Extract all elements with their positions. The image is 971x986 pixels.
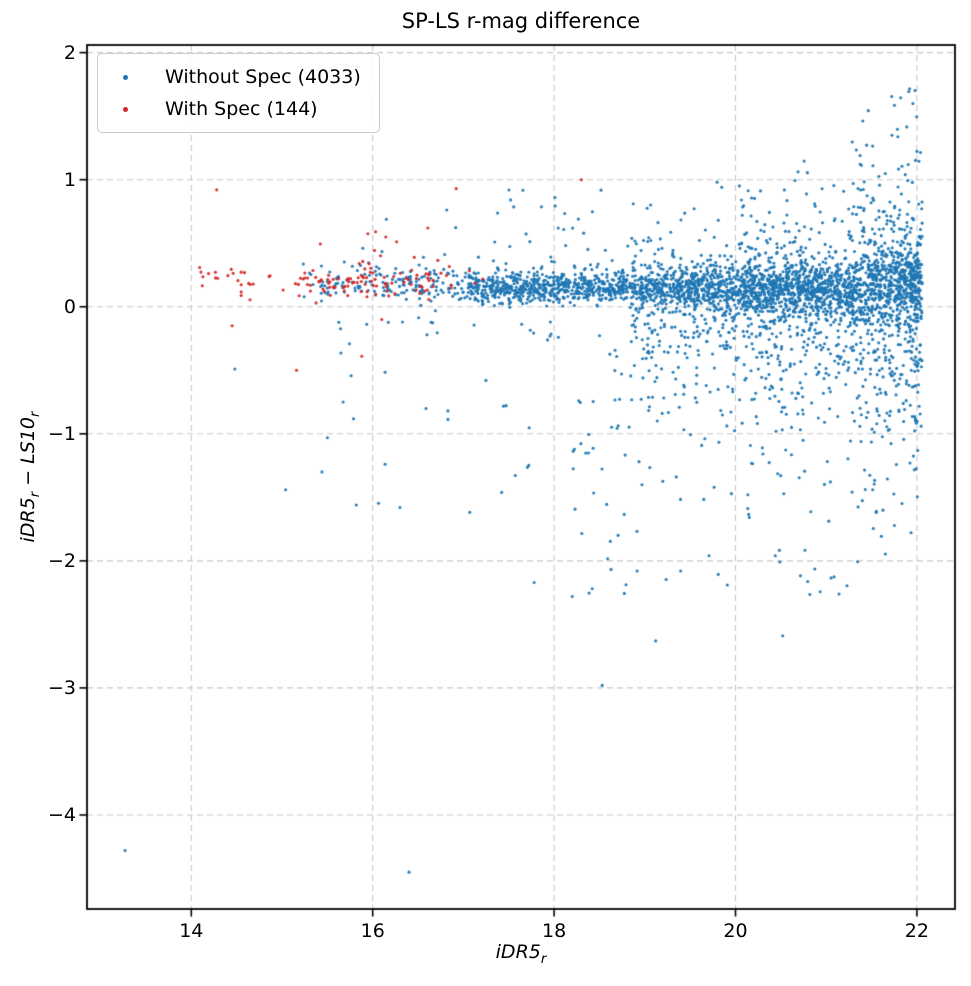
x-tick-label: 16 [360,920,385,942]
legend-item-with-spec: With Spec (144) [98,93,361,125]
y-axis-label-left: iDR5 [17,497,40,543]
red-dot-marker-icon [123,106,128,112]
chart-title: SP-LS r-mag difference [401,9,641,33]
y-tick-label: −2 [47,549,76,572]
y-tick-label: 0 [63,295,76,318]
blue-dot-marker-icon [123,74,128,80]
y-tick-label: −3 [47,676,76,699]
x-tick-label: 14 [179,920,204,942]
x-axis-label-text: iDR5 [495,941,541,963]
y-axis-label-minus: − [17,463,40,492]
y-tick-label: 2 [63,41,76,64]
legend: Without Spec (4033) With Spec (144) [97,53,380,133]
legend-label: Without Spec (4033) [165,66,361,88]
y-tick-label: −1 [47,422,76,445]
x-tick-label: 20 [723,920,748,942]
x-axis-label-sub: r [540,951,547,967]
x-axis-label: iDR5r [87,941,955,967]
y-axis-label: iDR5r − LS10r [17,412,43,543]
x-tick-label: 18 [542,920,567,942]
x-tick-label: 22 [904,920,929,942]
y-axis-label-right-sub: r [27,411,43,417]
y-axis-label-left-sub: r [27,491,43,498]
legend-item-without-spec: Without Spec (4033) [98,61,361,93]
y-tick-label: 1 [63,168,76,191]
y-axis-label-right: LS10 [17,416,40,464]
y-tick-label: −4 [47,803,76,826]
legend-label: With Spec (144) [165,98,318,120]
